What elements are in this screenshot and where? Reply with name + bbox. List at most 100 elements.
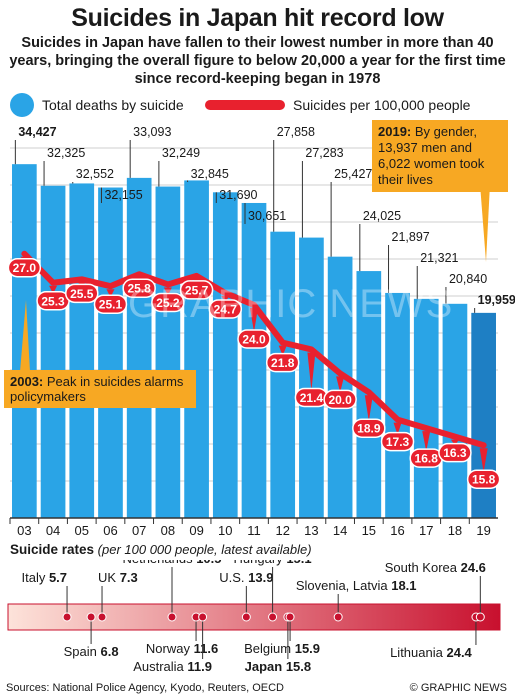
rate-label-pointer xyxy=(250,308,258,332)
rate-dot xyxy=(268,612,278,622)
rate-label: 25.1 xyxy=(99,298,123,312)
country-name: Italy xyxy=(21,570,45,585)
country-name: Slovenia, Latvia xyxy=(296,578,389,593)
rate-country-label: UK 7.3 xyxy=(98,570,138,585)
country-name: Norway xyxy=(146,641,191,656)
x-tick-label: 17 xyxy=(419,523,433,538)
note-2003: 2003: Peak in suicides alarms policymake… xyxy=(4,370,196,408)
x-tick-label: 18 xyxy=(448,523,462,538)
rate-label-pointer xyxy=(450,439,459,446)
rate-label-bg xyxy=(237,329,271,349)
bar xyxy=(241,202,267,518)
rate-label: 17.3 xyxy=(386,435,410,449)
rate-country-label: Italy 5.7 xyxy=(21,570,67,585)
legend-line-label: Suicides per 100,000 people xyxy=(293,97,471,113)
country-value: 7.3 xyxy=(120,570,138,585)
country-value: 15.8 xyxy=(286,659,311,674)
note-2019-pointer xyxy=(480,184,490,262)
rate-label-pointer xyxy=(278,345,287,356)
bar xyxy=(155,186,181,518)
bar xyxy=(69,183,95,518)
rate-label-bg xyxy=(122,278,156,298)
page-title: Suicides in Japan hit record low xyxy=(71,4,444,32)
rate-label-pointer xyxy=(163,287,172,296)
rate-label: 25.2 xyxy=(156,296,180,310)
rate-dot xyxy=(198,612,208,622)
rate-label: 25.5 xyxy=(70,287,94,301)
bar-value-label: 31,690 xyxy=(219,188,257,202)
bar-value-label: 32,249 xyxy=(162,146,200,160)
bar-value-label: 30,651 xyxy=(248,209,286,223)
bar xyxy=(413,298,439,518)
rate-label-pointer xyxy=(106,289,115,298)
legend-bar-swatch xyxy=(10,93,34,117)
note-2003-year: 2003: xyxy=(10,374,44,389)
rate-label-bg xyxy=(179,280,214,300)
bar-value-label: 21,321 xyxy=(420,251,458,265)
rate-country-label: Spain 6.8 xyxy=(64,644,119,659)
bar-value-label: 27,283 xyxy=(305,146,343,160)
rate-label-pointer xyxy=(221,296,230,303)
rate-country-label: Hungary 15.1 xyxy=(234,560,312,566)
bar xyxy=(184,180,209,518)
bar xyxy=(98,187,123,518)
bar-value-label: 19,959 xyxy=(478,293,515,307)
country-value: 15.1 xyxy=(286,560,311,566)
note-2003-text: Peak in suicides alarms policymakers xyxy=(10,374,184,404)
rate-country-label: Japan 15.8 xyxy=(245,659,312,674)
country-value: 18.1 xyxy=(391,578,416,593)
rate-dot xyxy=(62,612,72,622)
rate-label: 15.8 xyxy=(472,473,496,487)
bar-value-label: 32,552 xyxy=(76,167,114,181)
bar-value-label: 32,325 xyxy=(47,146,85,160)
country-name: Lithuania xyxy=(390,645,444,660)
rates-title: Suicide rates xyxy=(10,542,95,557)
rate-label-bg xyxy=(65,283,99,304)
country-name: Belgium xyxy=(244,641,291,656)
rate-dot xyxy=(167,612,177,622)
country-value: 24.4 xyxy=(446,645,472,660)
rate-line xyxy=(21,250,487,449)
x-tick-label: 14 xyxy=(333,523,347,538)
bar-value-label: 32,155 xyxy=(104,188,142,202)
main-chart: 34,427 32,325 32,552 32,155 33,093 32,249 32,8… xyxy=(7,125,515,538)
rate-label-bg xyxy=(380,431,415,452)
rate-dot xyxy=(475,612,485,622)
legend-line-swatch xyxy=(205,100,285,110)
legend-line: Suicides per 100,000 people xyxy=(205,92,470,118)
country-name: Australia xyxy=(133,659,184,674)
bar xyxy=(40,185,66,519)
bar-value-label: 32,845 xyxy=(191,167,229,181)
rate-label-pointer xyxy=(422,431,431,452)
rate-gradient-bar xyxy=(7,603,501,631)
rate-label-pointer xyxy=(336,376,345,393)
rate-label-pointer xyxy=(364,395,373,422)
x-tick-label: 10 xyxy=(218,523,232,538)
rate-label-bg xyxy=(438,442,472,463)
country-value: 13.9 xyxy=(248,570,273,585)
rate-label-bg xyxy=(93,294,128,314)
rates-subtitle: (per 100 000 people, latest available) xyxy=(97,542,312,557)
rate-label: 24.7 xyxy=(214,303,238,317)
rate-label: 16.8 xyxy=(415,452,439,466)
bar-value-label: 33,093 xyxy=(133,125,171,139)
rate-dot xyxy=(241,612,251,622)
rate-label: 25.7 xyxy=(185,283,209,297)
bar-value-label: 25,427 xyxy=(334,167,372,181)
rate-country-label: U.S. 13.9 xyxy=(219,570,273,585)
legend-bars: Total deaths by suicide xyxy=(10,92,184,118)
rate-label: 24.0 xyxy=(242,333,266,347)
country-name: Hungary xyxy=(234,560,284,566)
bar-value-label: 24,025 xyxy=(363,209,401,223)
rate-label: 20.0 xyxy=(328,393,352,407)
sources: Sources: National Police Agency, Kyodo, … xyxy=(6,682,284,694)
x-tick-label: 12 xyxy=(275,523,289,538)
x-tick-label: 13 xyxy=(304,523,318,538)
rate-country-label: Netherlands 10.5 xyxy=(122,560,221,566)
bar-value-label: 34,427 xyxy=(18,125,56,139)
bar xyxy=(212,192,238,518)
x-tick-label: 05 xyxy=(75,523,89,538)
x-tick-label: 16 xyxy=(390,523,404,538)
note-2019: 2019: By gender, 13,937 men and 6,022 wo… xyxy=(372,120,508,192)
country-name: Netherlands xyxy=(122,560,193,566)
